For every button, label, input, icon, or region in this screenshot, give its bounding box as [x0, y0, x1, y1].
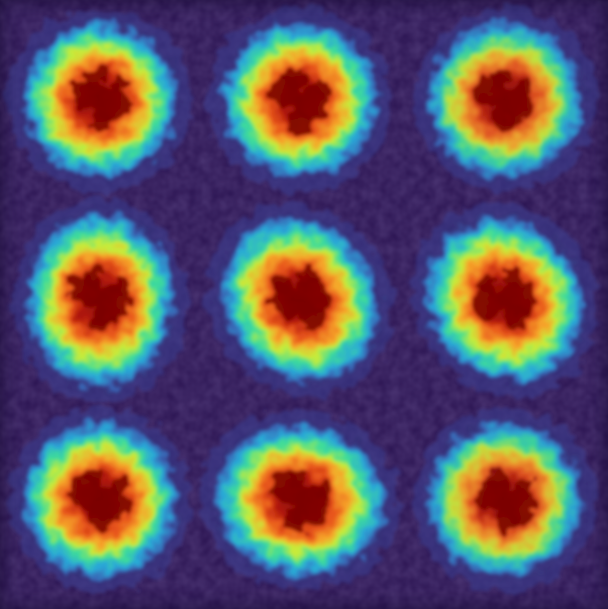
- blob-r1c2: [208, 8, 392, 192]
- blob-r3c3: [413, 408, 597, 592]
- blob-r1c3: [413, 8, 597, 192]
- blob-r3c1: [8, 408, 192, 592]
- blob-r2c2: [206, 202, 394, 398]
- blob-r2c1: [12, 196, 188, 404]
- blob-r1c1: [8, 8, 192, 192]
- blob-layer: [8, 8, 599, 592]
- blob-r3c2: [199, 410, 401, 590]
- blob-r2c3: [411, 202, 599, 398]
